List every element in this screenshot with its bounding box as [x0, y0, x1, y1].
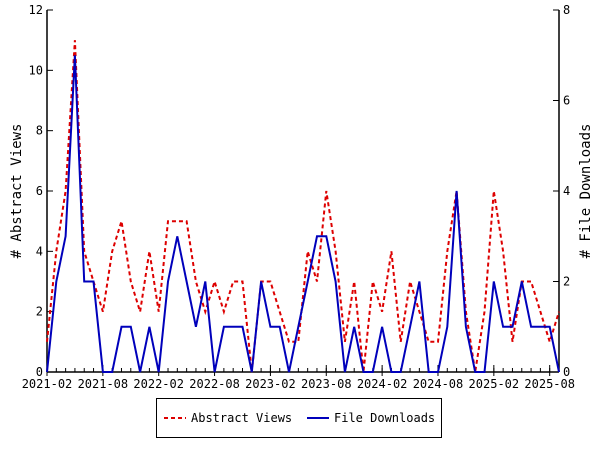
series-group	[47, 40, 559, 372]
y-tick-label-left: 4	[36, 244, 43, 258]
y-axis-label-right: # File Downloads	[578, 124, 594, 259]
x-tick-label: 2022-02	[133, 377, 184, 391]
series-line-abstract-views	[47, 40, 559, 372]
x-tick-label: 2025-08	[524, 377, 575, 391]
x-tick-label: 2024-02	[357, 377, 408, 391]
y-tick-label-left: 8	[36, 124, 43, 138]
series-line-file-downloads	[47, 55, 559, 372]
y-tick-label-left: 12	[29, 3, 43, 17]
legend-label-file-downloads: File Downloads	[334, 411, 435, 425]
y-tick-label-left: 6	[36, 184, 43, 198]
y-tick-label-right: 8	[563, 3, 570, 17]
x-tick-label: 2022-08	[189, 377, 240, 391]
x-tick-label: 2023-02	[245, 377, 296, 391]
y-tick-label-right: 2	[563, 275, 570, 289]
y-tick-label-left: 10	[29, 63, 43, 77]
y-tick-label-right: 4	[563, 184, 570, 198]
x-tick-label: 2024-08	[413, 377, 464, 391]
legend: Abstract Views File Downloads	[157, 399, 442, 438]
y-tick-label-right: 6	[563, 94, 570, 108]
y-axis-label-left: # Abstract Views	[9, 124, 25, 259]
y-tick-label-left: 2	[36, 305, 43, 319]
x-tick-label: 2025-02	[469, 377, 520, 391]
x-tick-label: 2023-08	[301, 377, 352, 391]
legend-label-abstract-views: Abstract Views	[191, 411, 292, 425]
x-tick-label: 2021-02	[22, 377, 73, 391]
x-tick-label: 2021-08	[78, 377, 129, 391]
